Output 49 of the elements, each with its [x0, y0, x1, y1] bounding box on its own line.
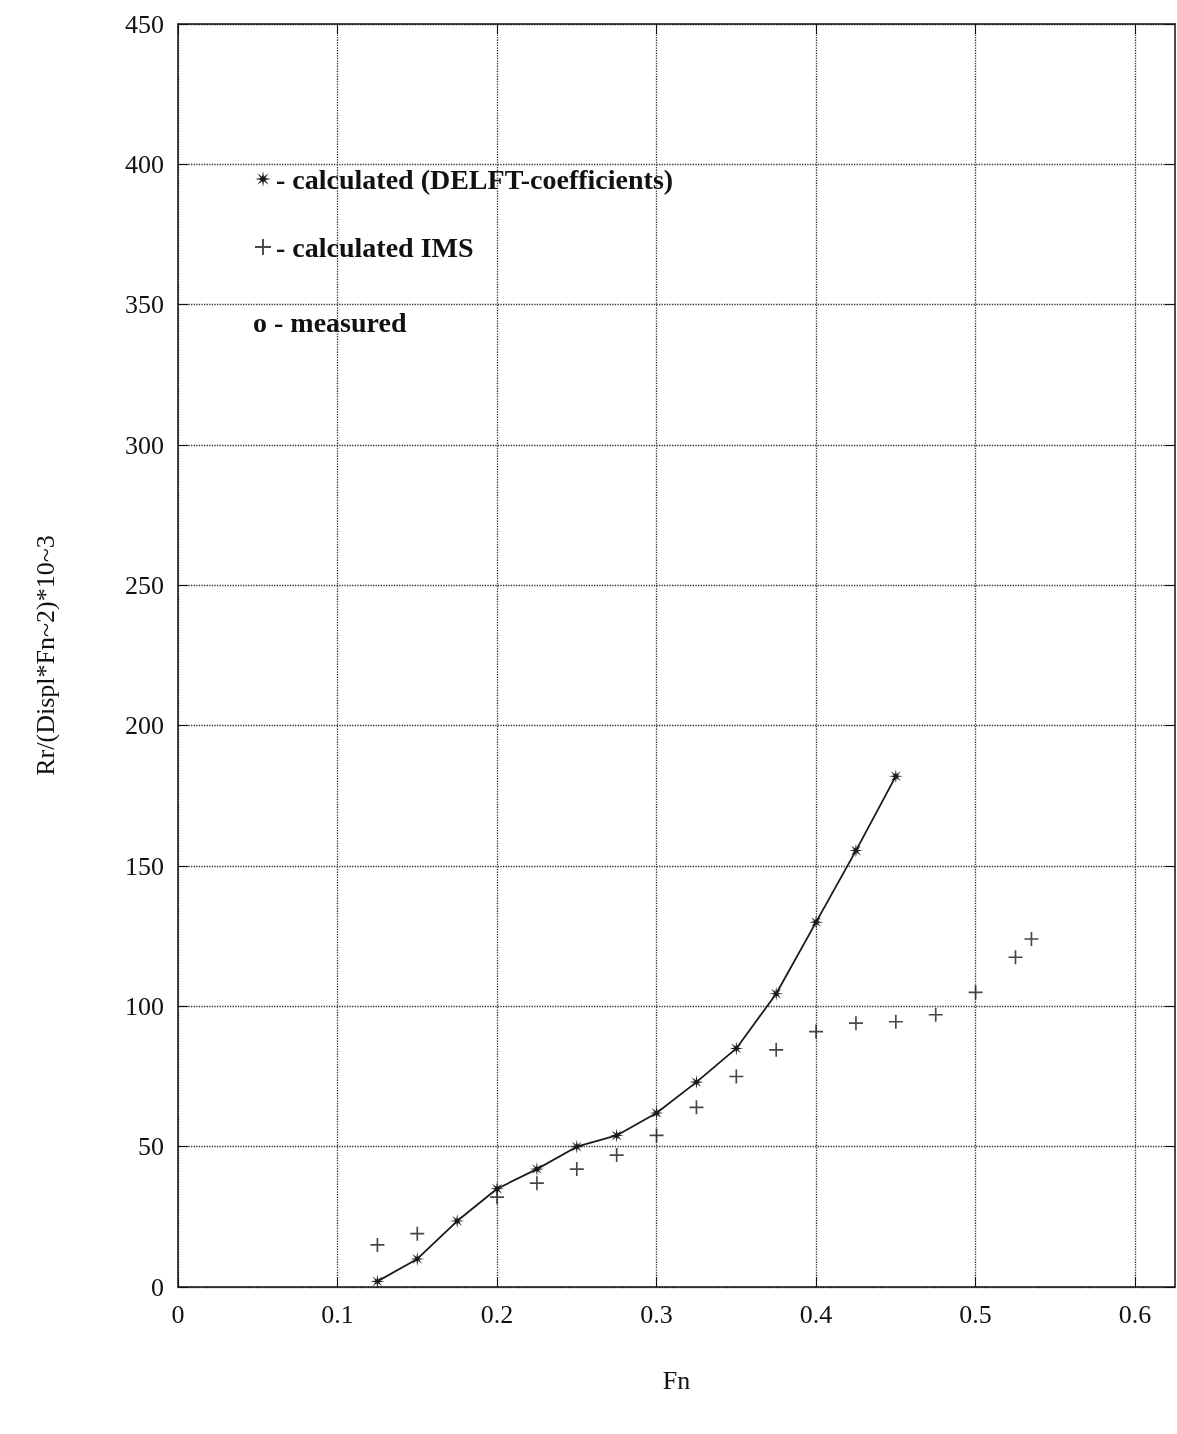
- point: [888, 1014, 903, 1029]
- point: [848, 1016, 863, 1031]
- x-tick-label: 0.6: [1118, 1299, 1152, 1329]
- y-tick-label: 100: [125, 991, 164, 1021]
- point: [729, 1069, 744, 1084]
- y-tick-label: 0: [151, 1272, 164, 1302]
- annotation: o - measured: [253, 306, 407, 338]
- legend-label: - calculated IMS: [276, 231, 474, 263]
- point: [928, 1007, 943, 1022]
- point: [609, 1148, 624, 1163]
- point: [848, 843, 863, 858]
- point: [490, 1190, 505, 1205]
- point: [370, 1274, 385, 1289]
- point: [1024, 931, 1039, 946]
- point: [769, 1042, 784, 1057]
- x-tick-label: 0.3: [640, 1299, 673, 1329]
- x-tick-label: 0: [171, 1299, 185, 1329]
- y-tick-label: 50: [138, 1132, 164, 1162]
- y-tick-label: 450: [125, 9, 164, 39]
- x-tick-label: 0.1: [321, 1299, 354, 1329]
- point: [809, 915, 824, 930]
- point: [569, 1139, 584, 1154]
- point: [689, 1075, 704, 1090]
- x-tick-label: 0.5: [959, 1299, 992, 1329]
- x-axis-title: Fn: [662, 1365, 691, 1395]
- point: [450, 1214, 465, 1229]
- y-tick-label: 200: [125, 711, 164, 741]
- point: [529, 1176, 544, 1191]
- legend-label: - calculated (DELFT-coefficients): [276, 163, 674, 195]
- y-tick-label: 250: [125, 570, 164, 600]
- y-tick-label: 350: [125, 290, 164, 320]
- point: [410, 1251, 425, 1266]
- y-tick-label: 150: [125, 851, 164, 881]
- point: [729, 1041, 744, 1056]
- point: [569, 1162, 584, 1177]
- point: [809, 1024, 824, 1039]
- y-tick-label: 400: [125, 149, 164, 179]
- y-axis-title: Rr/(Displ*Fn~2)*10~3: [30, 535, 60, 776]
- point: [968, 985, 983, 1000]
- point: [888, 769, 903, 784]
- point: [609, 1128, 624, 1143]
- x-tick-label: 0.4: [799, 1299, 833, 1329]
- point: [370, 1237, 385, 1252]
- x-tick-label: 0.2: [480, 1299, 514, 1329]
- point: [769, 986, 784, 1001]
- y-tick-label: 300: [125, 430, 164, 460]
- point: [529, 1162, 544, 1177]
- point: [1008, 950, 1023, 965]
- point: [410, 1226, 425, 1241]
